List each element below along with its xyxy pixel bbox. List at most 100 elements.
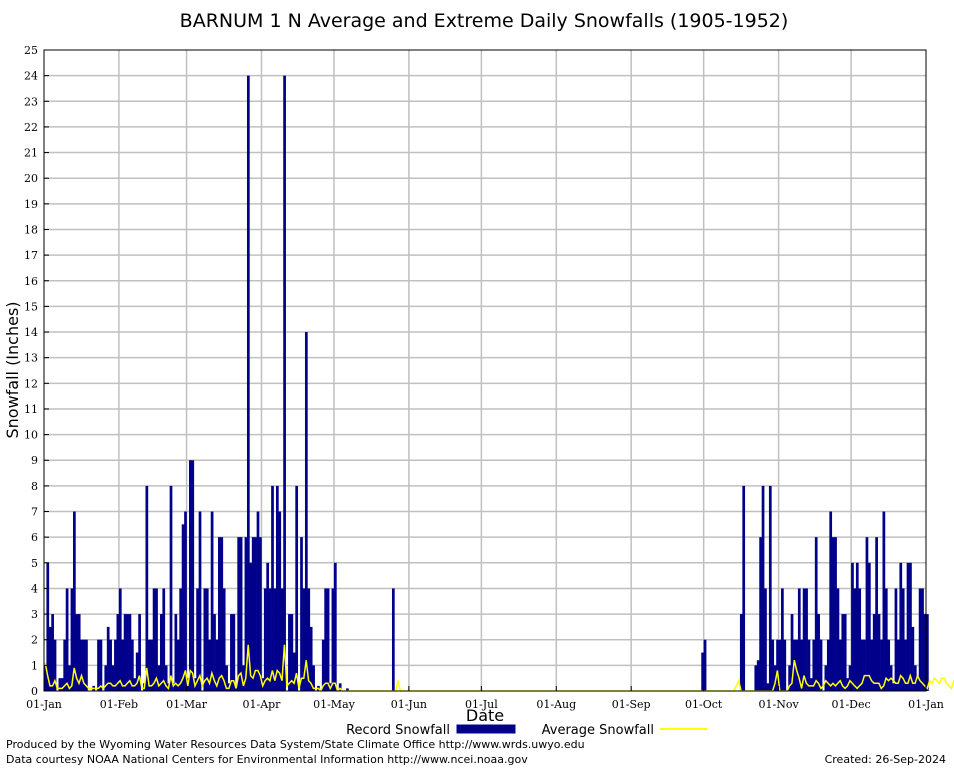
record-bar <box>865 537 869 691</box>
x-tick-label: 01-Jan <box>908 698 944 711</box>
record-bar <box>230 614 233 691</box>
record-bar <box>773 665 777 691</box>
record-bar <box>72 511 76 691</box>
y-tick-label: 19 <box>24 198 38 211</box>
record-bar <box>123 614 127 691</box>
record-bar <box>159 614 163 691</box>
record-bar <box>810 678 813 691</box>
record-bar <box>783 639 787 691</box>
record-bar <box>906 562 910 691</box>
record-bar <box>198 511 202 691</box>
record-bar <box>48 626 52 691</box>
record-bar <box>754 665 758 691</box>
record-bar <box>188 460 192 691</box>
record-bar <box>805 588 808 691</box>
y-tick-label: 0 <box>31 685 38 698</box>
record-bar <box>116 614 120 691</box>
record-bar <box>788 665 791 691</box>
record-bar <box>790 614 794 691</box>
record-bar <box>164 665 168 691</box>
legend-record-swatch <box>456 724 516 734</box>
record-bar <box>138 614 141 691</box>
x-tick-label: 01-Feb <box>100 698 138 711</box>
record-bar <box>196 588 199 691</box>
record-bar <box>169 485 173 691</box>
record-bar <box>778 639 782 691</box>
record-bar <box>321 639 325 691</box>
record-bar <box>921 588 924 691</box>
record-bar <box>892 683 895 691</box>
record-bar <box>130 639 134 691</box>
record-bar <box>172 683 175 691</box>
record-bar <box>923 614 927 691</box>
y-axis-label: Snowfall (Inches) <box>3 301 22 438</box>
record-bar <box>333 562 337 691</box>
record-bar <box>916 678 920 691</box>
record-bar <box>312 665 315 691</box>
record-bar <box>244 537 248 691</box>
record-bar <box>225 665 228 691</box>
record-bar <box>147 639 151 691</box>
record-bar <box>104 665 108 691</box>
record-bar <box>701 652 704 691</box>
record-bar <box>766 683 770 691</box>
record-bar <box>819 639 823 691</box>
record-bar <box>824 665 828 691</box>
record-bar <box>288 614 291 691</box>
record-bar <box>304 332 308 691</box>
legend-record-label: Record Snowfall <box>346 723 450 738</box>
record-bar <box>210 511 214 691</box>
record-bar <box>858 588 862 691</box>
record-bar <box>302 588 306 691</box>
record-bar <box>44 665 47 691</box>
record-bar <box>882 511 886 691</box>
y-tick-label: 1 <box>31 659 38 672</box>
record-bar <box>868 562 871 691</box>
record-bar <box>913 665 917 691</box>
record-bar <box>877 614 881 691</box>
record-bar <box>128 614 132 691</box>
record-bar <box>191 460 195 691</box>
record-bar <box>331 588 335 691</box>
record-bar <box>703 639 707 691</box>
record-bar <box>280 588 284 691</box>
record-bar <box>278 511 282 691</box>
record-bar <box>220 537 224 691</box>
record-bar <box>155 588 158 691</box>
record-bar <box>841 614 845 691</box>
record-bar <box>391 588 395 691</box>
record-bar <box>292 652 296 691</box>
x-tick-label: 01-Jul <box>465 698 498 711</box>
record-bar <box>232 614 236 691</box>
y-tick-label: 11 <box>24 403 38 416</box>
y-tick-label: 2 <box>31 634 38 647</box>
record-bar <box>829 511 833 691</box>
record-bar <box>899 562 903 691</box>
record-bar <box>157 665 161 691</box>
record-bar <box>174 614 178 691</box>
record-bar <box>259 537 262 691</box>
record-bar <box>909 562 912 691</box>
record-bar <box>106 626 110 691</box>
record-bar <box>53 639 57 691</box>
record-bar <box>887 639 891 691</box>
y-tick-label: 4 <box>31 582 38 595</box>
record-bar <box>145 485 149 691</box>
record-bar <box>795 639 799 691</box>
record-snowfall-bars <box>44 75 929 691</box>
record-bar <box>742 485 746 691</box>
record-bar <box>851 562 854 691</box>
record-bar <box>268 588 272 691</box>
record-bar <box>184 511 187 691</box>
y-tick-label: 3 <box>31 608 38 621</box>
record-bar <box>99 639 103 691</box>
record-bar <box>759 537 762 691</box>
record-bar <box>875 537 878 691</box>
record-bar <box>897 639 900 691</box>
record-bar <box>152 588 156 691</box>
record-bar <box>65 588 69 691</box>
record-bar <box>273 588 277 691</box>
record-bar <box>300 537 303 691</box>
x-tick-label: 01-Mar <box>166 698 208 711</box>
record-bar <box>756 660 760 691</box>
